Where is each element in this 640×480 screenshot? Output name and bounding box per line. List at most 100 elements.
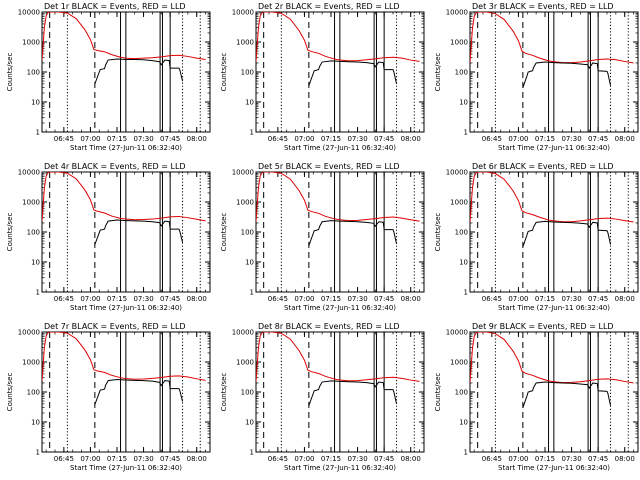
y-tick-label: 10000 — [446, 169, 468, 177]
panel-title: Det 3r BLACK = Events, RED = LLD — [472, 2, 614, 11]
x-axis-label: Start Time (27-Jun-11 06:32:40) — [498, 304, 610, 312]
events-series-line — [522, 61, 612, 88]
lld-series-line — [42, 332, 206, 381]
detector-panel: Det 7r BLACK = Events, RED = LLD 1 10 100 10… — [6, 322, 211, 472]
lld-series-line — [470, 12, 634, 64]
y-axis-label: Counts/sec — [6, 53, 14, 92]
y-tick-label: 1000 — [450, 199, 468, 207]
y-tick-label: 100 — [27, 69, 40, 77]
x-tick-label: 07:15 — [321, 295, 341, 303]
y-tick-label: 10000 — [18, 329, 40, 337]
y-tick-label: 100 — [241, 229, 254, 237]
x-tick-label: 06:45 — [268, 455, 288, 463]
x-tick-label: 07:15 — [321, 135, 341, 143]
x-tick-label: 07:30 — [561, 455, 581, 463]
x-tick-label: 07:30 — [133, 455, 153, 463]
x-tick-label: 07:45 — [160, 295, 180, 303]
x-tick-label: 06:45 — [54, 295, 74, 303]
x-tick-label: 07:15 — [535, 295, 555, 303]
x-axis-label: Start Time (27-Jun-11 06:32:40) — [284, 304, 396, 312]
x-tick-label: 07:45 — [374, 455, 394, 463]
x-tick-label: 07:30 — [347, 455, 367, 463]
y-axis-label: Counts/sec — [434, 53, 442, 92]
plot-area — [42, 332, 206, 405]
y-tick-label: 10 — [459, 419, 468, 427]
x-tick-label: 07:15 — [535, 455, 555, 463]
panel-title: Det 6r BLACK = Events, RED = LLD — [472, 162, 614, 171]
x-tick-label: 07:00 — [294, 455, 314, 463]
lld-series-line — [470, 172, 634, 223]
lld-series-line — [42, 12, 206, 61]
y-tick-label: 100 — [455, 69, 468, 77]
y-tick-label: 10 — [245, 259, 254, 267]
y-tick-label: 10000 — [18, 9, 40, 17]
y-axis-label: Counts/sec — [220, 213, 228, 252]
plot-area — [256, 172, 420, 246]
x-tick-label: 07:45 — [588, 455, 608, 463]
x-tick-label: 07:45 — [374, 135, 394, 143]
x-tick-label: 07:00 — [294, 295, 314, 303]
x-axis-label: Start Time (27-Jun-11 06:32:40) — [498, 464, 610, 472]
detector-panel: Det 8r BLACK = Events, RED = LLD 1 10 100 10… — [220, 322, 425, 472]
y-tick-label: 1 — [464, 129, 468, 137]
y-tick-label: 10 — [459, 99, 468, 107]
y-axis-label: Counts/sec — [6, 213, 14, 252]
plot-area — [470, 12, 634, 88]
y-tick-label: 1 — [36, 129, 40, 137]
y-tick-label: 1000 — [450, 359, 468, 367]
panel-title: Det 9r BLACK = Events, RED = LLD — [472, 322, 614, 331]
detector-panel: Det 1r BLACK = Events, RED = LLD 1 10 100 10… — [6, 2, 211, 152]
y-tick-label: 1000 — [22, 359, 40, 367]
x-axis-label: Start Time (27-Jun-11 06:32:40) — [498, 144, 610, 152]
x-axis-label: Start Time (27-Jun-11 06:32:40) — [70, 144, 182, 152]
y-tick-label: 1 — [464, 449, 468, 457]
x-tick-label: 06:45 — [482, 455, 502, 463]
panel-title: Det 4r BLACK = Events, RED = LLD — [44, 162, 186, 171]
lld-series-line — [256, 332, 420, 382]
y-tick-label: 100 — [241, 389, 254, 397]
x-tick-label: 07:45 — [588, 135, 608, 143]
x-tick-label: 07:15 — [107, 295, 127, 303]
x-axis-label: Start Time (27-Jun-11 06:32:40) — [70, 464, 182, 472]
plot-area — [470, 172, 634, 248]
y-tick-label: 100 — [27, 229, 40, 237]
lld-series-line — [470, 332, 634, 384]
x-tick-label: 07:30 — [347, 135, 367, 143]
detector-panel: Det 4r BLACK = Events, RED = LLD 1 10 100 10… — [6, 162, 211, 312]
x-tick-label: 06:45 — [268, 295, 288, 303]
detector-panel: Det 9r BLACK = Events, RED = LLD 1 10 100 10… — [434, 322, 639, 472]
x-tick-label: 07:30 — [561, 295, 581, 303]
x-tick-label: 06:45 — [268, 135, 288, 143]
y-tick-label: 100 — [241, 69, 254, 77]
x-tick-label: 08:00 — [615, 295, 635, 303]
y-tick-label: 10000 — [232, 9, 254, 17]
x-axis-label: Start Time (27-Jun-11 06:32:40) — [284, 464, 396, 472]
plot-area — [470, 332, 634, 408]
y-tick-label: 100 — [27, 389, 40, 397]
lld-series-line — [256, 172, 420, 222]
panel-title: Det 2r BLACK = Events, RED = LLD — [258, 2, 400, 11]
x-tick-label: 07:30 — [133, 295, 153, 303]
x-tick-label: 07:00 — [80, 455, 100, 463]
x-tick-label: 06:45 — [54, 135, 74, 143]
y-tick-label: 1 — [250, 289, 254, 297]
x-tick-label: 08:00 — [187, 135, 207, 143]
y-tick-label: 1000 — [22, 199, 40, 207]
y-axis-label: Counts/sec — [220, 53, 228, 92]
events-series-line — [308, 60, 398, 86]
x-axis-label: Start Time (27-Jun-11 06:32:40) — [70, 304, 182, 312]
y-tick-label: 1000 — [22, 39, 40, 47]
x-tick-label: 07:30 — [133, 135, 153, 143]
events-series-line — [308, 220, 398, 246]
x-tick-label: 06:45 — [482, 295, 502, 303]
x-tick-label: 08:00 — [187, 295, 207, 303]
x-tick-label: 07:00 — [508, 135, 528, 143]
x-tick-label: 07:00 — [508, 455, 528, 463]
y-tick-label: 100 — [455, 229, 468, 237]
x-tick-label: 07:00 — [80, 295, 100, 303]
y-tick-label: 1 — [250, 449, 254, 457]
x-tick-label: 07:15 — [321, 455, 341, 463]
x-tick-label: 07:30 — [347, 295, 367, 303]
y-tick-label: 10 — [31, 99, 40, 107]
x-tick-label: 07:15 — [107, 135, 127, 143]
